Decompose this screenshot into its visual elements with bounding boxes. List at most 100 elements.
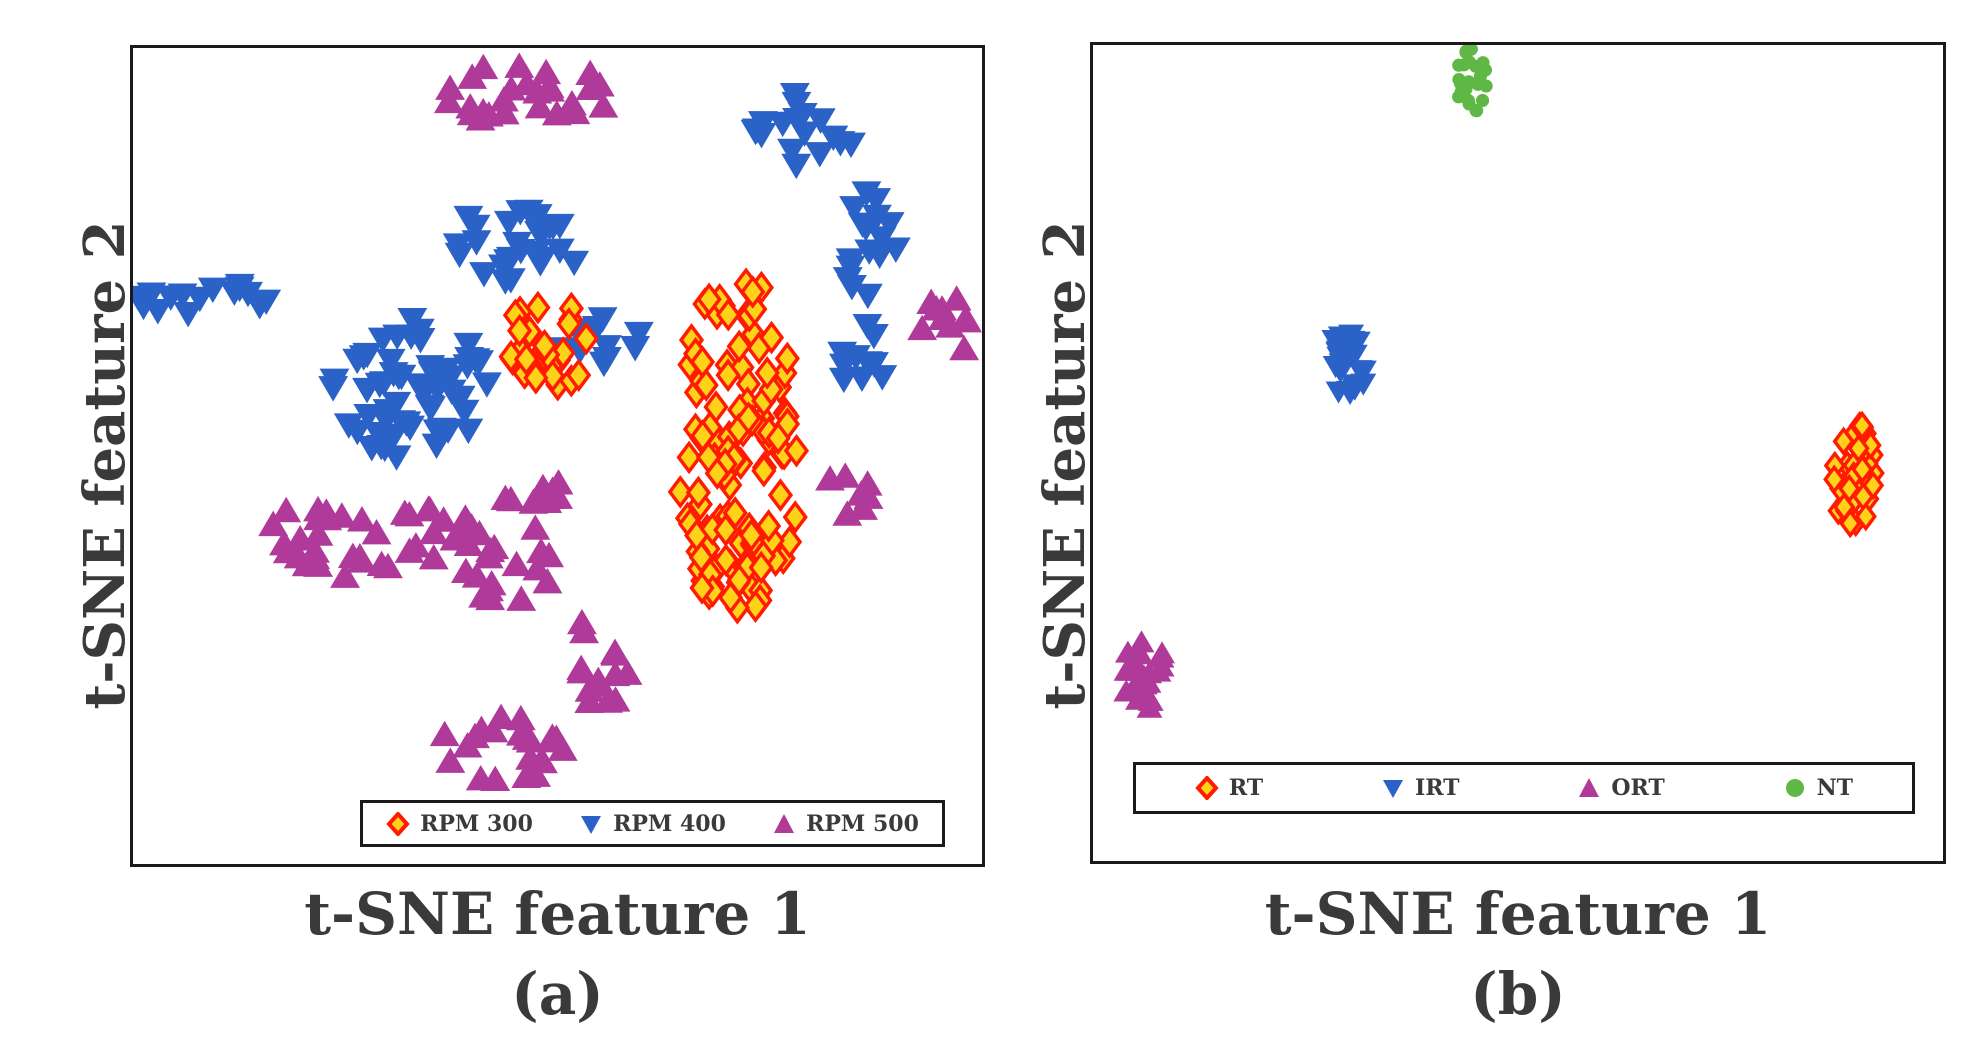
data-point bbox=[685, 475, 711, 510]
data-point bbox=[453, 418, 484, 445]
data-point bbox=[835, 248, 866, 274]
data-point bbox=[783, 433, 810, 468]
triangle-down-icon bbox=[581, 815, 602, 834]
data-point bbox=[433, 87, 464, 114]
data-point bbox=[600, 660, 631, 687]
data-point bbox=[748, 111, 778, 137]
data-point bbox=[526, 246, 557, 272]
data-point bbox=[574, 687, 605, 713]
data-point bbox=[575, 74, 606, 100]
data-point bbox=[515, 744, 546, 770]
data-point bbox=[479, 533, 510, 560]
data-point bbox=[418, 518, 449, 545]
data-point bbox=[907, 314, 938, 341]
data-point bbox=[1847, 433, 1870, 464]
data-point bbox=[372, 404, 403, 431]
data-point bbox=[511, 762, 542, 789]
data-point bbox=[676, 440, 702, 475]
data-point bbox=[504, 52, 535, 78]
data-point bbox=[742, 589, 769, 624]
data-point bbox=[781, 153, 812, 180]
data-point bbox=[623, 321, 654, 348]
legend-item-ort: ORT bbox=[1577, 775, 1665, 801]
data-point bbox=[311, 498, 342, 524]
data-point bbox=[1851, 454, 1874, 485]
data-point bbox=[767, 478, 794, 512]
data-point bbox=[258, 510, 289, 537]
data-point bbox=[474, 575, 504, 602]
data-point bbox=[695, 440, 722, 475]
data-point bbox=[529, 217, 560, 243]
data-point bbox=[756, 509, 782, 543]
data-point bbox=[713, 543, 739, 577]
diamond-icon bbox=[386, 811, 410, 836]
data-point bbox=[950, 304, 981, 331]
data-point bbox=[1833, 492, 1856, 522]
data-point bbox=[852, 313, 883, 340]
data-point bbox=[271, 496, 302, 523]
panel-a: t-SNE feature 2 RPM 300 RPM 400 RPM 500 … bbox=[0, 0, 990, 1062]
data-point bbox=[781, 91, 812, 118]
data-point bbox=[689, 571, 715, 605]
data-point bbox=[1113, 679, 1140, 702]
data-point bbox=[456, 513, 487, 539]
legend-label: IRT bbox=[1414, 775, 1460, 801]
data-point bbox=[1331, 355, 1358, 378]
data-point bbox=[452, 354, 483, 380]
data-point bbox=[513, 342, 539, 376]
data-point bbox=[133, 287, 160, 314]
legend: RT IRT ORT NT bbox=[1133, 762, 1915, 814]
data-point bbox=[859, 352, 889, 378]
data-point bbox=[559, 250, 590, 277]
data-point bbox=[1149, 641, 1176, 664]
data-point bbox=[1454, 85, 1468, 99]
data-point bbox=[765, 421, 791, 456]
data-point bbox=[244, 294, 275, 320]
data-point bbox=[836, 132, 866, 159]
triangle-down-icon bbox=[1382, 780, 1403, 798]
data-point bbox=[429, 720, 460, 747]
legend-item-irt: IRT bbox=[1381, 775, 1460, 801]
data-point bbox=[696, 282, 722, 317]
plot-area bbox=[1090, 42, 1946, 864]
data-point bbox=[591, 335, 622, 361]
panel-label: (a) bbox=[511, 960, 604, 1028]
data-point bbox=[748, 550, 774, 585]
data-point bbox=[337, 542, 368, 569]
data-point bbox=[488, 86, 519, 112]
data-point bbox=[352, 342, 383, 369]
panel-label: (b) bbox=[1470, 960, 1566, 1028]
data-point bbox=[726, 329, 752, 364]
data-point bbox=[866, 226, 897, 252]
data-point bbox=[417, 361, 448, 387]
data-point bbox=[1823, 464, 1846, 495]
data-point bbox=[805, 108, 836, 134]
legend-label: NT bbox=[1816, 775, 1854, 801]
data-point bbox=[330, 562, 361, 588]
data-point bbox=[588, 92, 619, 118]
circle-icon bbox=[1785, 779, 1804, 797]
data-point bbox=[566, 608, 597, 635]
data-point bbox=[363, 421, 394, 448]
data-point bbox=[620, 336, 651, 362]
panel-b: t-SNE feature 2 RT IRT ORT NT t-SNE feat… bbox=[990, 0, 1987, 1062]
data-point bbox=[452, 732, 483, 758]
legend-label: RPM 500 bbox=[806, 810, 919, 837]
data-point bbox=[1476, 56, 1490, 70]
data-point bbox=[1337, 382, 1364, 405]
data-point bbox=[717, 580, 744, 615]
data-point bbox=[556, 307, 582, 341]
data-point bbox=[583, 666, 614, 692]
triangle-up-icon bbox=[774, 813, 795, 833]
data-point bbox=[1861, 470, 1885, 501]
data-point bbox=[782, 108, 813, 134]
data-point bbox=[1452, 73, 1466, 87]
data-point bbox=[501, 550, 532, 577]
data-point bbox=[495, 246, 526, 273]
legend-label: ORT bbox=[1611, 775, 1665, 801]
data-point bbox=[394, 501, 425, 527]
data-point bbox=[471, 372, 502, 398]
data-point bbox=[758, 320, 785, 355]
data-point bbox=[540, 358, 566, 393]
data-point bbox=[774, 341, 800, 376]
